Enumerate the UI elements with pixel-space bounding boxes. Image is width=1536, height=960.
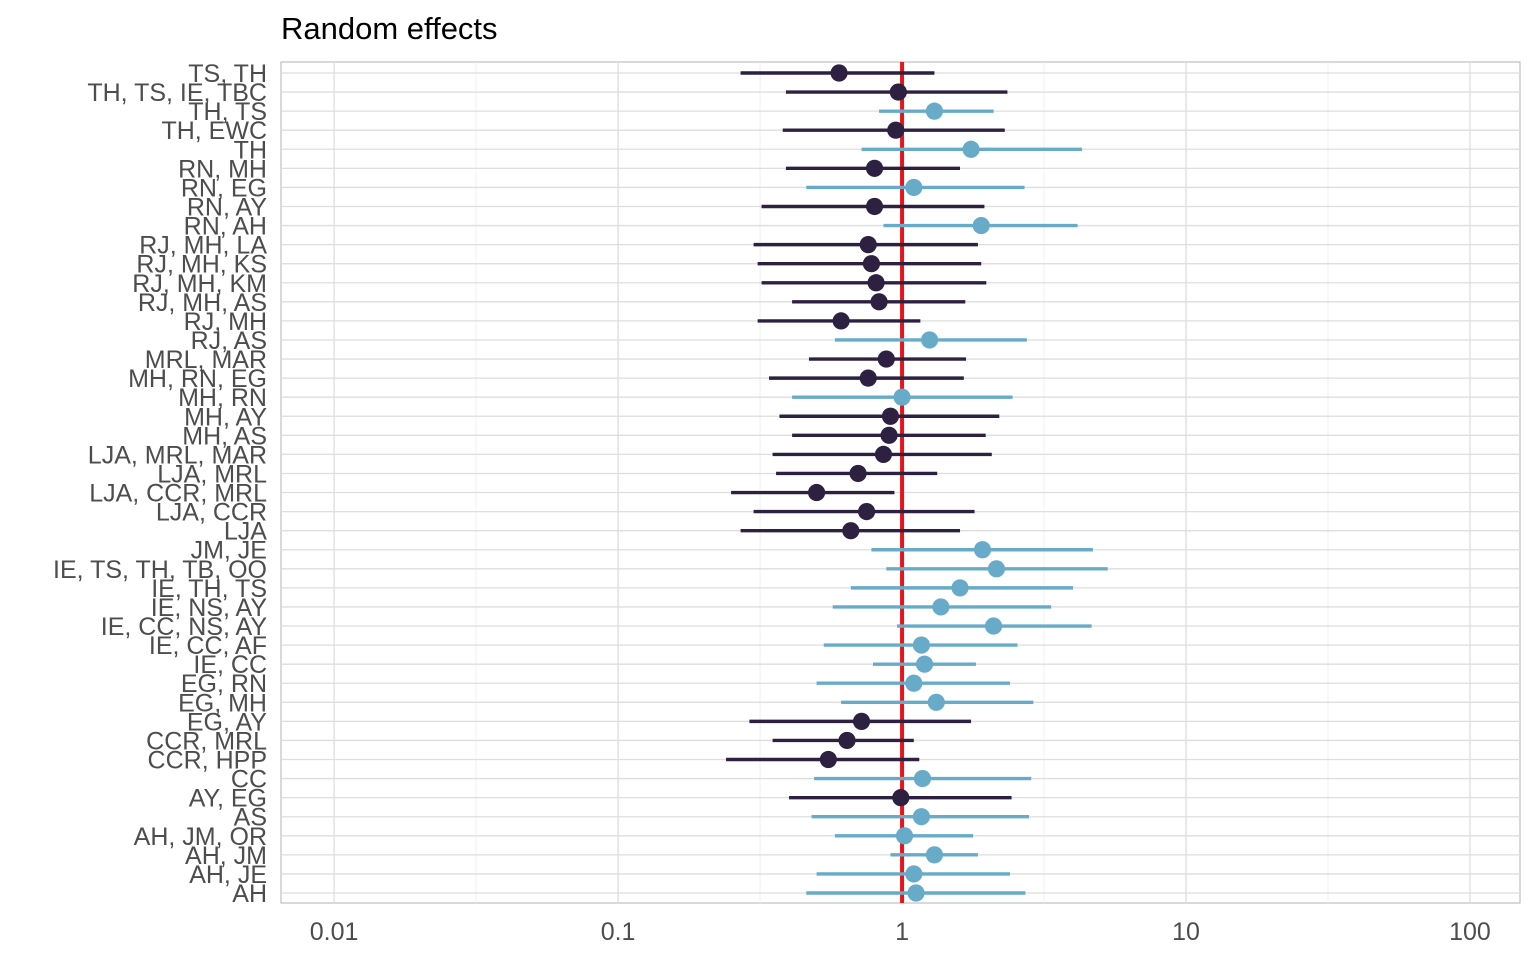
estimate-point (925, 846, 944, 864)
data-marks (726, 64, 1108, 902)
y-tick-label: RN, AY (187, 193, 267, 221)
y-tick-label: IE, NS, AY (151, 594, 268, 622)
x-tick-label: 0.01 (310, 918, 359, 946)
x-tick-label: 0.1 (601, 918, 636, 946)
estimate-point (830, 64, 848, 82)
y-tick-label: IE, CC, NS, AY (101, 613, 268, 641)
y-tick-label: TH, TS, IE, TBC (87, 79, 267, 107)
y-tick-label: TH (234, 136, 267, 164)
estimate-point (927, 693, 945, 711)
estimate-point (905, 674, 923, 692)
estimate-point (849, 464, 867, 483)
x-axis-tick-labels: 0.01 0.1 1 10 100 (310, 918, 1491, 946)
estimate-point (887, 121, 905, 139)
y-tick-label: RJ, MH, KS (136, 251, 267, 279)
x-tick-label: 1 (895, 918, 909, 946)
estimate-point (881, 407, 900, 425)
y-tick-label: RN, EG (181, 174, 267, 202)
estimate-point (832, 312, 850, 330)
estimate-point (862, 255, 881, 273)
estimate-point (932, 598, 950, 616)
y-tick-label: EG, MH (178, 689, 267, 717)
estimate-point (852, 712, 871, 730)
estimate-point (962, 140, 980, 158)
y-tick-label: MH, AY (184, 403, 267, 431)
y-tick-label: TH, EWC (161, 117, 267, 145)
y-tick-label: TS, TH (188, 60, 267, 88)
y-tick-label: LJA, MRL, MAR (88, 441, 267, 469)
estimate-point (913, 769, 932, 788)
y-tick-label: RJ, MH, LA (139, 232, 267, 260)
x-tick-label: 100 (1449, 918, 1491, 946)
y-tick-label: LJA, MRL (157, 460, 267, 488)
estimate-point (987, 560, 1006, 578)
estimate-point (905, 865, 923, 883)
estimate-point (857, 503, 876, 521)
estimate-point (920, 331, 939, 349)
estimate-point (905, 178, 923, 197)
y-tick-label: LJA, CCR, MRL (89, 480, 267, 508)
estimate-point (880, 426, 898, 444)
y-tick-label: RJ, MH (184, 308, 267, 336)
y-tick-label: EG, RN (181, 670, 267, 698)
chart-title: Random effects (281, 11, 498, 46)
estimate-point (874, 445, 893, 463)
y-tick-label: MH, RN, EG (128, 365, 267, 393)
y-tick-label: JM, JE (191, 537, 267, 565)
estimate-point (893, 388, 911, 406)
y-tick-label: AY, EG (189, 785, 267, 813)
estimate-point (838, 731, 856, 750)
y-tick-label: IE, CC (193, 651, 267, 679)
estimate-point (865, 159, 884, 177)
y-tick-label: CCR, MRL (146, 727, 267, 755)
estimate-point (972, 216, 990, 235)
y-tick-label: RN, MH (178, 155, 267, 183)
y-tick-label: CC (231, 766, 267, 794)
estimate-point (859, 369, 877, 387)
y-tick-label: AH, JM, OR (134, 823, 267, 851)
y-tick-label: LJA (224, 518, 267, 546)
estimate-point (807, 483, 826, 502)
y-tick-label: IE, CC, AF (149, 632, 267, 660)
y-tick-label: AH, JM (185, 842, 267, 870)
estimate-point (984, 617, 1003, 635)
estimate-point (915, 655, 934, 673)
estimate-point (912, 808, 931, 826)
y-tick-label: AH (232, 880, 267, 908)
estimate-point (877, 350, 895, 368)
y-tick-label: RJ, AS (191, 327, 267, 355)
y-tick-label: MH, AS (182, 422, 267, 450)
estimate-point (859, 236, 877, 254)
estimate-point (865, 197, 884, 216)
y-tick-label: RJ, MH, KM (132, 270, 267, 298)
y-tick-label: MRL, MAR (145, 346, 267, 374)
y-tick-label: LJA, CCR (156, 499, 267, 527)
x-tick-label: 10 (1172, 918, 1200, 946)
estimate-point (867, 274, 885, 292)
estimate-point (819, 750, 837, 769)
y-tick-label: MH, RN (178, 384, 267, 412)
estimate-point (889, 83, 907, 101)
y-tick-label: EG, AY (187, 708, 267, 736)
y-tick-label: CCR, HPP (148, 747, 267, 775)
y-tick-label: AS (234, 804, 267, 832)
y-tick-label: RJ, MH, AS (138, 289, 267, 317)
estimate-point (842, 522, 860, 540)
estimate-point (925, 102, 944, 120)
estimate-point (912, 636, 931, 654)
estimate-point (895, 827, 914, 845)
estimate-point (892, 789, 910, 807)
estimate-point (907, 884, 925, 902)
estimate-point (951, 579, 969, 597)
y-tick-label: AH, JE (189, 861, 267, 889)
y-tick-label: IE, TH, TS (151, 575, 267, 603)
estimate-point (870, 293, 888, 311)
y-tick-label: TH, TS (188, 98, 267, 126)
estimate-point (973, 541, 992, 559)
y-tick-label: IE, TS, TH, TB, OO (53, 556, 267, 584)
y-tick-label: RN, AH (184, 213, 267, 241)
